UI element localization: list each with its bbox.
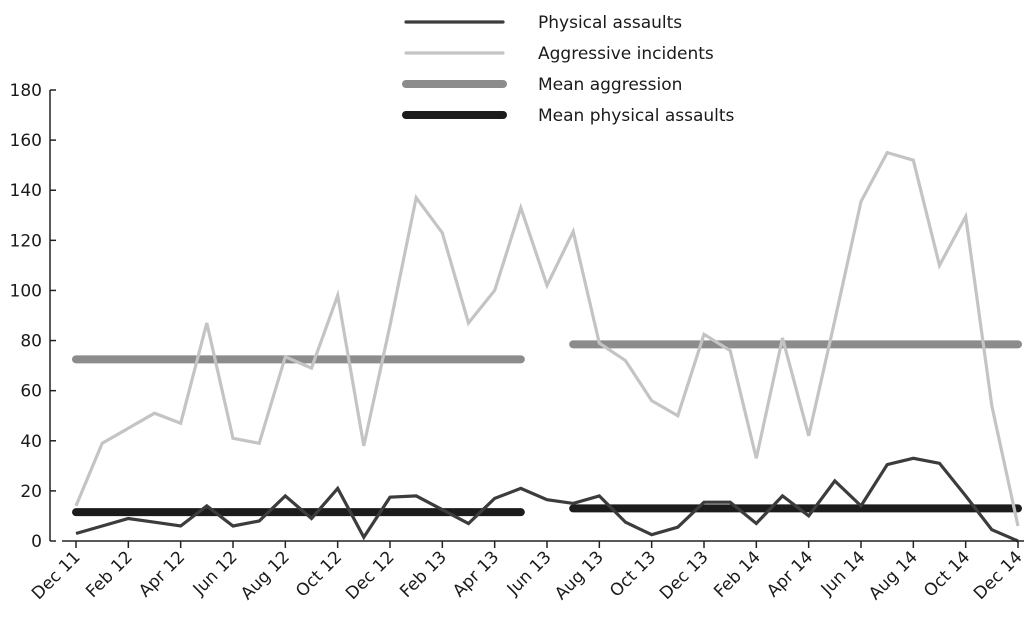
aggressive-incidents-line bbox=[74, 150, 1020, 527]
x-tick-label: Dec 11 bbox=[28, 547, 85, 604]
x-tick-label: Feb 14 bbox=[710, 547, 765, 602]
legend-item-mean-aggression: Mean aggression bbox=[402, 75, 682, 95]
y-axis: 0 20 40 60 80 100 120 140 160 180 bbox=[10, 81, 56, 552]
x-tick-label: Apr 12 bbox=[135, 547, 189, 601]
y-tick-label: 180 bbox=[10, 81, 42, 101]
y-tick-label: 60 bbox=[20, 382, 42, 402]
x-tick-label: Jun 14 bbox=[817, 547, 870, 600]
y-tick-label: 160 bbox=[10, 131, 42, 151]
legend-label: Physical assaults bbox=[538, 13, 682, 33]
series-lines bbox=[74, 150, 1020, 543]
y-tick-label: 40 bbox=[20, 432, 42, 452]
y-tick-label: 0 bbox=[31, 532, 42, 552]
x-tick-label: Apr 13 bbox=[449, 547, 503, 601]
legend-label: Mean aggression bbox=[538, 75, 682, 95]
x-tick-label: Aug 12 bbox=[237, 547, 294, 604]
x-tick-label: Aug 14 bbox=[865, 547, 922, 604]
y-tick-label: 100 bbox=[10, 281, 42, 301]
legend-label: Aggressive incidents bbox=[538, 44, 714, 64]
legend-item-aggressive-incidents: Aggressive incidents bbox=[404, 44, 714, 64]
mean-lines bbox=[72, 340, 1022, 517]
legend-item-mean-physical-assaults: Mean physical assaults bbox=[402, 106, 735, 126]
y-tick-label: 20 bbox=[20, 482, 42, 502]
y-tick-label: 140 bbox=[10, 181, 42, 201]
x-tick-label: Feb 13 bbox=[396, 547, 451, 602]
x-tick-label: Dec 13 bbox=[656, 547, 713, 604]
legend-label: Mean physical assaults bbox=[538, 106, 735, 126]
legend: Physical assaults Aggressive incidents Mea… bbox=[402, 13, 735, 126]
x-tick-label: Dec 14 bbox=[970, 547, 1027, 604]
x-tick-label: Feb 12 bbox=[82, 547, 137, 602]
x-tick-label: Jun 13 bbox=[503, 547, 556, 600]
x-tick-label: Jun 12 bbox=[189, 547, 242, 600]
legend-item-physical-assaults: Physical assaults bbox=[404, 13, 682, 33]
y-tick-label: 80 bbox=[20, 332, 42, 352]
x-tick-label: Aug 13 bbox=[551, 547, 608, 604]
x-tick-label: Oct 12 bbox=[292, 547, 346, 601]
x-tick-label: Oct 13 bbox=[606, 547, 660, 601]
x-tick-label: Apr 14 bbox=[763, 547, 817, 601]
x-tick-label: Oct 14 bbox=[920, 547, 974, 601]
x-tick-label: Dec 12 bbox=[342, 547, 399, 604]
y-tick-label: 120 bbox=[10, 231, 42, 251]
physical-assaults-line bbox=[75, 456, 1019, 543]
